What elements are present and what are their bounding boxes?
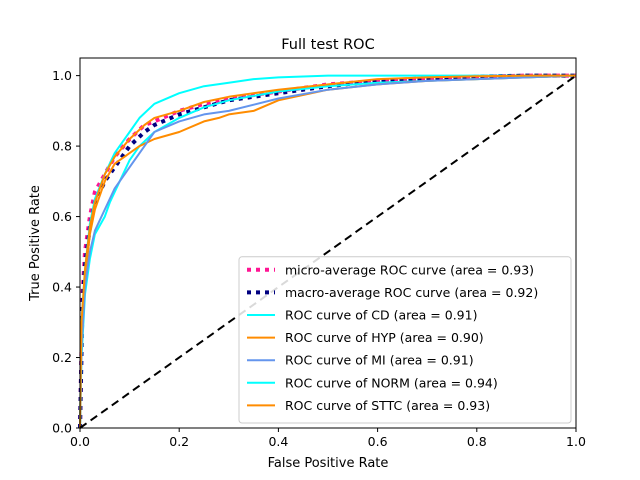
legend-label-1: macro-average ROC curve (area = 0.92)	[285, 285, 538, 300]
legend: micro-average ROC curve (area = 0.93) mac…	[238, 256, 572, 424]
series-layer	[78, 73, 577, 429]
y-tick-label: 0.4	[52, 280, 72, 295]
y-tick-label: 1.0	[52, 68, 72, 83]
legend-box	[238, 256, 572, 424]
legend-label-0: micro-average ROC curve (area = 0.93)	[285, 262, 534, 277]
x-tick-label: 1.0	[566, 434, 586, 449]
legend-label-3: ROC curve of HYP (area = 0.90)	[285, 330, 484, 345]
series-line-1	[78, 73, 576, 429]
x-tick-label: 0.2	[169, 434, 189, 449]
legend-label-4: ROC curve of MI (area = 0.91)	[285, 353, 474, 368]
y-tick-label: 0.0	[52, 421, 72, 436]
x-tick-label: 0.4	[268, 434, 288, 449]
chart-title: Full test ROC	[281, 37, 374, 53]
chance-diagonal-line	[79, 74, 577, 429]
y-tick-label: 0.8	[52, 139, 72, 154]
plot-frame	[79, 57, 577, 429]
series-line-6	[79, 74, 576, 429]
y-axis-label: True Positive Rate	[28, 185, 43, 302]
y-tick-label: 0.6	[52, 209, 72, 224]
legend-label-6: ROC curve of STTC (area = 0.93)	[285, 398, 490, 413]
x-tick-label: 0.8	[467, 434, 487, 449]
x-tick-label: 0.6	[368, 434, 388, 449]
series-line-4	[79, 74, 577, 429]
x-axis-label: False Positive Rate	[268, 456, 389, 471]
x-axis: 0.0 0.2 0.4 0.6 0.8 1.0	[70, 428, 586, 449]
x-tick-label: 0.0	[70, 434, 90, 449]
y-tick-label: 0.2	[52, 350, 72, 365]
legend-label-2: ROC curve of CD (area = 0.91)	[285, 308, 477, 323]
y-axis: 0.0 0.2 0.4 0.6 0.8 1.0	[52, 68, 80, 436]
legend-label-5: ROC curve of NORM (area = 0.94)	[285, 375, 498, 390]
series-line-0	[78, 73, 576, 429]
